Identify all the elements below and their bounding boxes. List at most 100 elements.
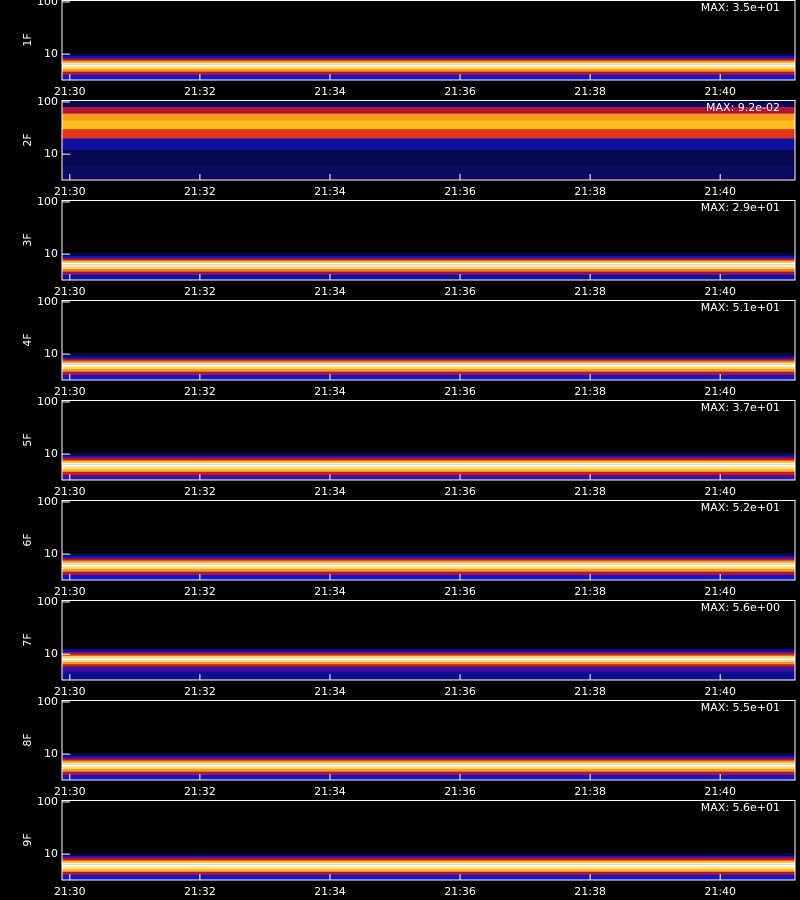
heat-cell	[62, 274, 795, 280]
heat-cell	[62, 165, 795, 180]
plot-frame	[61, 600, 796, 681]
x-tick-label: 21:38	[574, 285, 606, 298]
heat-cell	[62, 758, 795, 761]
x-tick-label: 21:34	[314, 385, 346, 398]
y-tick-label: 10	[44, 247, 58, 260]
heat-cell	[62, 266, 795, 269]
y-tick-label: 100	[37, 95, 58, 108]
heat-cell	[62, 66, 795, 69]
max-annotation: MAX: 5.6e+00	[701, 601, 780, 614]
x-tick-label: 21:30	[54, 685, 86, 698]
heat-cell	[62, 371, 795, 375]
x-tick-label: 21:36	[444, 785, 476, 798]
heat-cell	[62, 129, 795, 139]
x-tick-label: 21:32	[184, 885, 216, 898]
x-tick-label: 21:30	[54, 785, 86, 798]
y-tick-label: 100	[37, 395, 58, 408]
plot-frame	[61, 200, 796, 281]
x-tick-label: 21:38	[574, 785, 606, 798]
x-tick-label: 21:32	[184, 285, 216, 298]
heat-cell	[62, 100, 795, 108]
x-tick-label: 21:38	[574, 885, 606, 898]
heat-cell	[62, 671, 795, 680]
y-tick-label: 10	[44, 347, 58, 360]
plot-frame	[61, 400, 796, 481]
x-tick-label: 21:32	[184, 185, 216, 198]
heat-cell	[62, 400, 795, 454]
x-tick-label: 21:34	[314, 485, 346, 498]
x-tick-label: 21:34	[314, 585, 346, 598]
heat-cell	[62, 60, 795, 63]
x-tick-label: 21:36	[444, 685, 476, 698]
y-tick-label: 100	[37, 195, 58, 208]
heat-cell	[62, 564, 795, 567]
heat-cell	[62, 453, 795, 457]
y-axis-label: 2F	[21, 133, 34, 146]
y-tick-label: 100	[37, 795, 58, 808]
heat-cell	[62, 874, 795, 880]
y-tick-label: 10	[44, 447, 58, 460]
y-tick-label: 100	[37, 295, 58, 308]
heat-cell	[62, 871, 795, 875]
x-tick-label: 21:38	[574, 385, 606, 398]
heat-cell	[62, 260, 795, 263]
heat-cell	[62, 456, 795, 459]
x-tick-label: 21:40	[704, 585, 736, 598]
x-tick-label: 21:36	[444, 485, 476, 498]
x-tick-label: 21:40	[704, 685, 736, 698]
x-tick-label: 21:34	[314, 285, 346, 298]
heat-cell	[62, 120, 795, 130]
y-axis-label: 9F	[21, 833, 34, 846]
heat-cell	[62, 62, 795, 65]
max-annotation: MAX: 3.5e+01	[701, 1, 780, 14]
x-tick-label: 21:40	[704, 285, 736, 298]
heat-cell	[62, 466, 795, 469]
y-axis-label: 1F	[21, 33, 34, 46]
max-annotation: MAX: 2.9e+01	[701, 201, 780, 214]
x-tick-label: 21:36	[444, 85, 476, 98]
y-tick-label: 10	[44, 47, 58, 60]
heat-cell	[62, 568, 795, 572]
plot-frame	[61, 0, 796, 81]
heat-cell	[62, 574, 795, 580]
y-tick-label: 100	[37, 495, 58, 508]
x-tick-label: 21:30	[54, 485, 86, 498]
y-axis-label: 3F	[21, 233, 34, 246]
x-tick-label: 21:34	[314, 885, 346, 898]
heat-cell	[62, 362, 795, 365]
heat-cell	[62, 700, 795, 754]
y-tick-label: 10	[44, 147, 58, 160]
heat-cell	[62, 600, 795, 650]
x-tick-label: 21:36	[444, 385, 476, 398]
max-annotation: MAX: 9.2e-02	[706, 101, 780, 114]
heat-cell	[62, 658, 795, 661]
heat-cell	[62, 558, 795, 561]
x-tick-label: 21:34	[314, 785, 346, 798]
max-annotation: MAX: 5.5e+01	[701, 701, 780, 714]
x-tick-label: 21:36	[444, 285, 476, 298]
heat-cell	[62, 366, 795, 369]
heat-cell	[62, 858, 795, 861]
y-tick-label: 100	[37, 695, 58, 708]
heat-cell	[62, 860, 795, 863]
x-tick-label: 21:40	[704, 385, 736, 398]
heat-cell	[62, 353, 795, 357]
x-tick-label: 21:38	[574, 685, 606, 698]
y-tick-label: 10	[44, 747, 58, 760]
max-annotation: MAX: 5.6e+01	[701, 801, 780, 814]
heat-cell	[62, 264, 795, 267]
heat-cell	[62, 300, 795, 354]
heat-cell	[62, 660, 795, 663]
heat-cell	[62, 654, 795, 657]
heat-cell	[62, 464, 795, 467]
y-axis-label: 8F	[21, 733, 34, 746]
x-tick-label: 21:40	[704, 485, 736, 498]
x-tick-label: 21:36	[444, 885, 476, 898]
x-tick-label: 21:38	[574, 585, 606, 598]
heat-cell	[62, 460, 795, 463]
x-tick-label: 21:38	[574, 85, 606, 98]
heat-cell	[62, 360, 795, 363]
y-tick-label: 100	[37, 0, 58, 8]
x-tick-label: 21:36	[444, 185, 476, 198]
